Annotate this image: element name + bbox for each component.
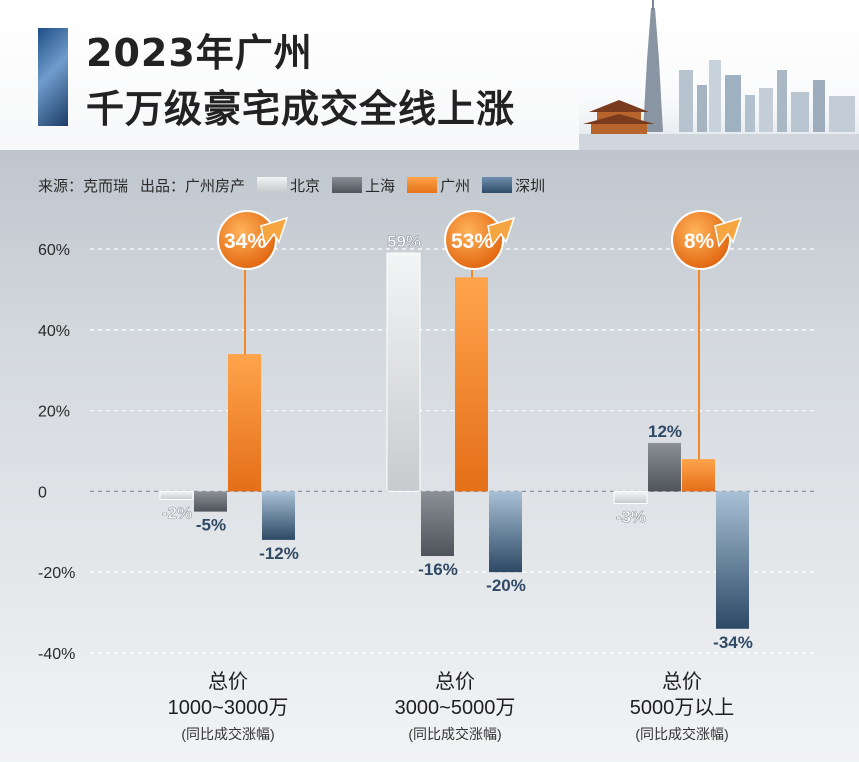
legend-swatch-shenzhen bbox=[482, 177, 513, 193]
bar-guangzhou bbox=[682, 459, 715, 492]
bar-value-label: -5% bbox=[196, 516, 226, 535]
up-arrow-icon bbox=[714, 216, 743, 248]
bar-shenzhen bbox=[716, 491, 749, 629]
category-label: 总价 bbox=[208, 670, 248, 693]
category-note: (同比成交涨幅) bbox=[408, 726, 501, 742]
bar-beijing bbox=[386, 252, 421, 492]
legend-label-shanghai: 上海 bbox=[365, 176, 396, 195]
bar-value-label: 59% bbox=[387, 232, 421, 251]
callout-value-label: 53% bbox=[451, 230, 493, 253]
category-range-label: 1000~3000万 bbox=[168, 697, 289, 719]
bar-value-label: -34% bbox=[713, 633, 753, 652]
y-tick-label: 0 bbox=[38, 484, 47, 501]
legend-swatch-guangzhou bbox=[407, 177, 438, 193]
category-range-label: 3000~5000万 bbox=[395, 697, 516, 719]
bar-value-label: -20% bbox=[486, 576, 526, 595]
category-label: 总价 bbox=[662, 670, 702, 693]
bar-shenzhen bbox=[262, 491, 295, 540]
legend-label-beijing: 北京 bbox=[290, 176, 321, 195]
bar-beijing bbox=[159, 490, 194, 500]
category-note: (同比成交涨幅) bbox=[181, 726, 274, 742]
bar-value-label: 12% bbox=[648, 422, 682, 441]
y-tick-label: 40% bbox=[38, 323, 70, 340]
city-skyline-illustration bbox=[579, 0, 859, 150]
legend-swatch-beijing bbox=[257, 177, 288, 193]
bar-value-label: -16% bbox=[418, 560, 458, 579]
bar-beijing bbox=[613, 490, 648, 505]
bar-shanghai bbox=[421, 491, 454, 557]
header-banner: 2023年广州 千万级豪宅成交全线上涨 bbox=[0, 0, 859, 150]
source-text: 来源：克而瑞 bbox=[38, 176, 129, 195]
y-tick-label: -40% bbox=[38, 646, 75, 663]
category-label: 总价 bbox=[435, 670, 475, 693]
title-accent-bar bbox=[38, 28, 68, 126]
title-line-2: 千万级豪宅成交全线上涨 bbox=[86, 87, 516, 131]
bar-value-label: -3% bbox=[616, 508, 646, 527]
callout-value-label: 34% bbox=[224, 230, 266, 253]
y-tick-label: 20% bbox=[38, 404, 70, 421]
up-arrow-icon bbox=[260, 216, 289, 248]
y-tick-label: -20% bbox=[38, 565, 75, 582]
bar-shanghai bbox=[648, 442, 681, 492]
legend-item-beijing: 北京 bbox=[257, 175, 320, 196]
bar-shenzhen bbox=[489, 491, 522, 573]
legend-item-shenzhen: 深圳 bbox=[482, 175, 545, 196]
legend-label-guangzhou: 广州 bbox=[440, 176, 471, 195]
publisher-text: 出品：广州房产 bbox=[140, 176, 246, 195]
bar-guangzhou bbox=[228, 354, 261, 492]
legend-label-shenzhen: 深圳 bbox=[515, 176, 546, 195]
legend-row: 来源：克而瑞 出品：广州房产 北京 上海 广州 深圳 bbox=[38, 174, 557, 196]
category-note: (同比成交涨幅) bbox=[635, 726, 728, 742]
bar-guangzhou bbox=[455, 277, 488, 492]
bar-value-label: -2% bbox=[162, 503, 192, 522]
bar-shanghai bbox=[194, 491, 227, 512]
callout-value-label: 8% bbox=[684, 230, 715, 253]
title-line-1: 2023年广州 bbox=[86, 31, 313, 75]
up-arrow-icon bbox=[487, 216, 516, 248]
y-tick-label: 60% bbox=[38, 242, 70, 259]
bar-value-label: -12% bbox=[259, 544, 299, 563]
category-range-label: 5000万以上 bbox=[630, 696, 735, 719]
legend-swatch-shanghai bbox=[332, 177, 363, 193]
legend-item-guangzhou: 广州 bbox=[407, 175, 470, 196]
legend-item-shanghai: 上海 bbox=[332, 175, 395, 196]
